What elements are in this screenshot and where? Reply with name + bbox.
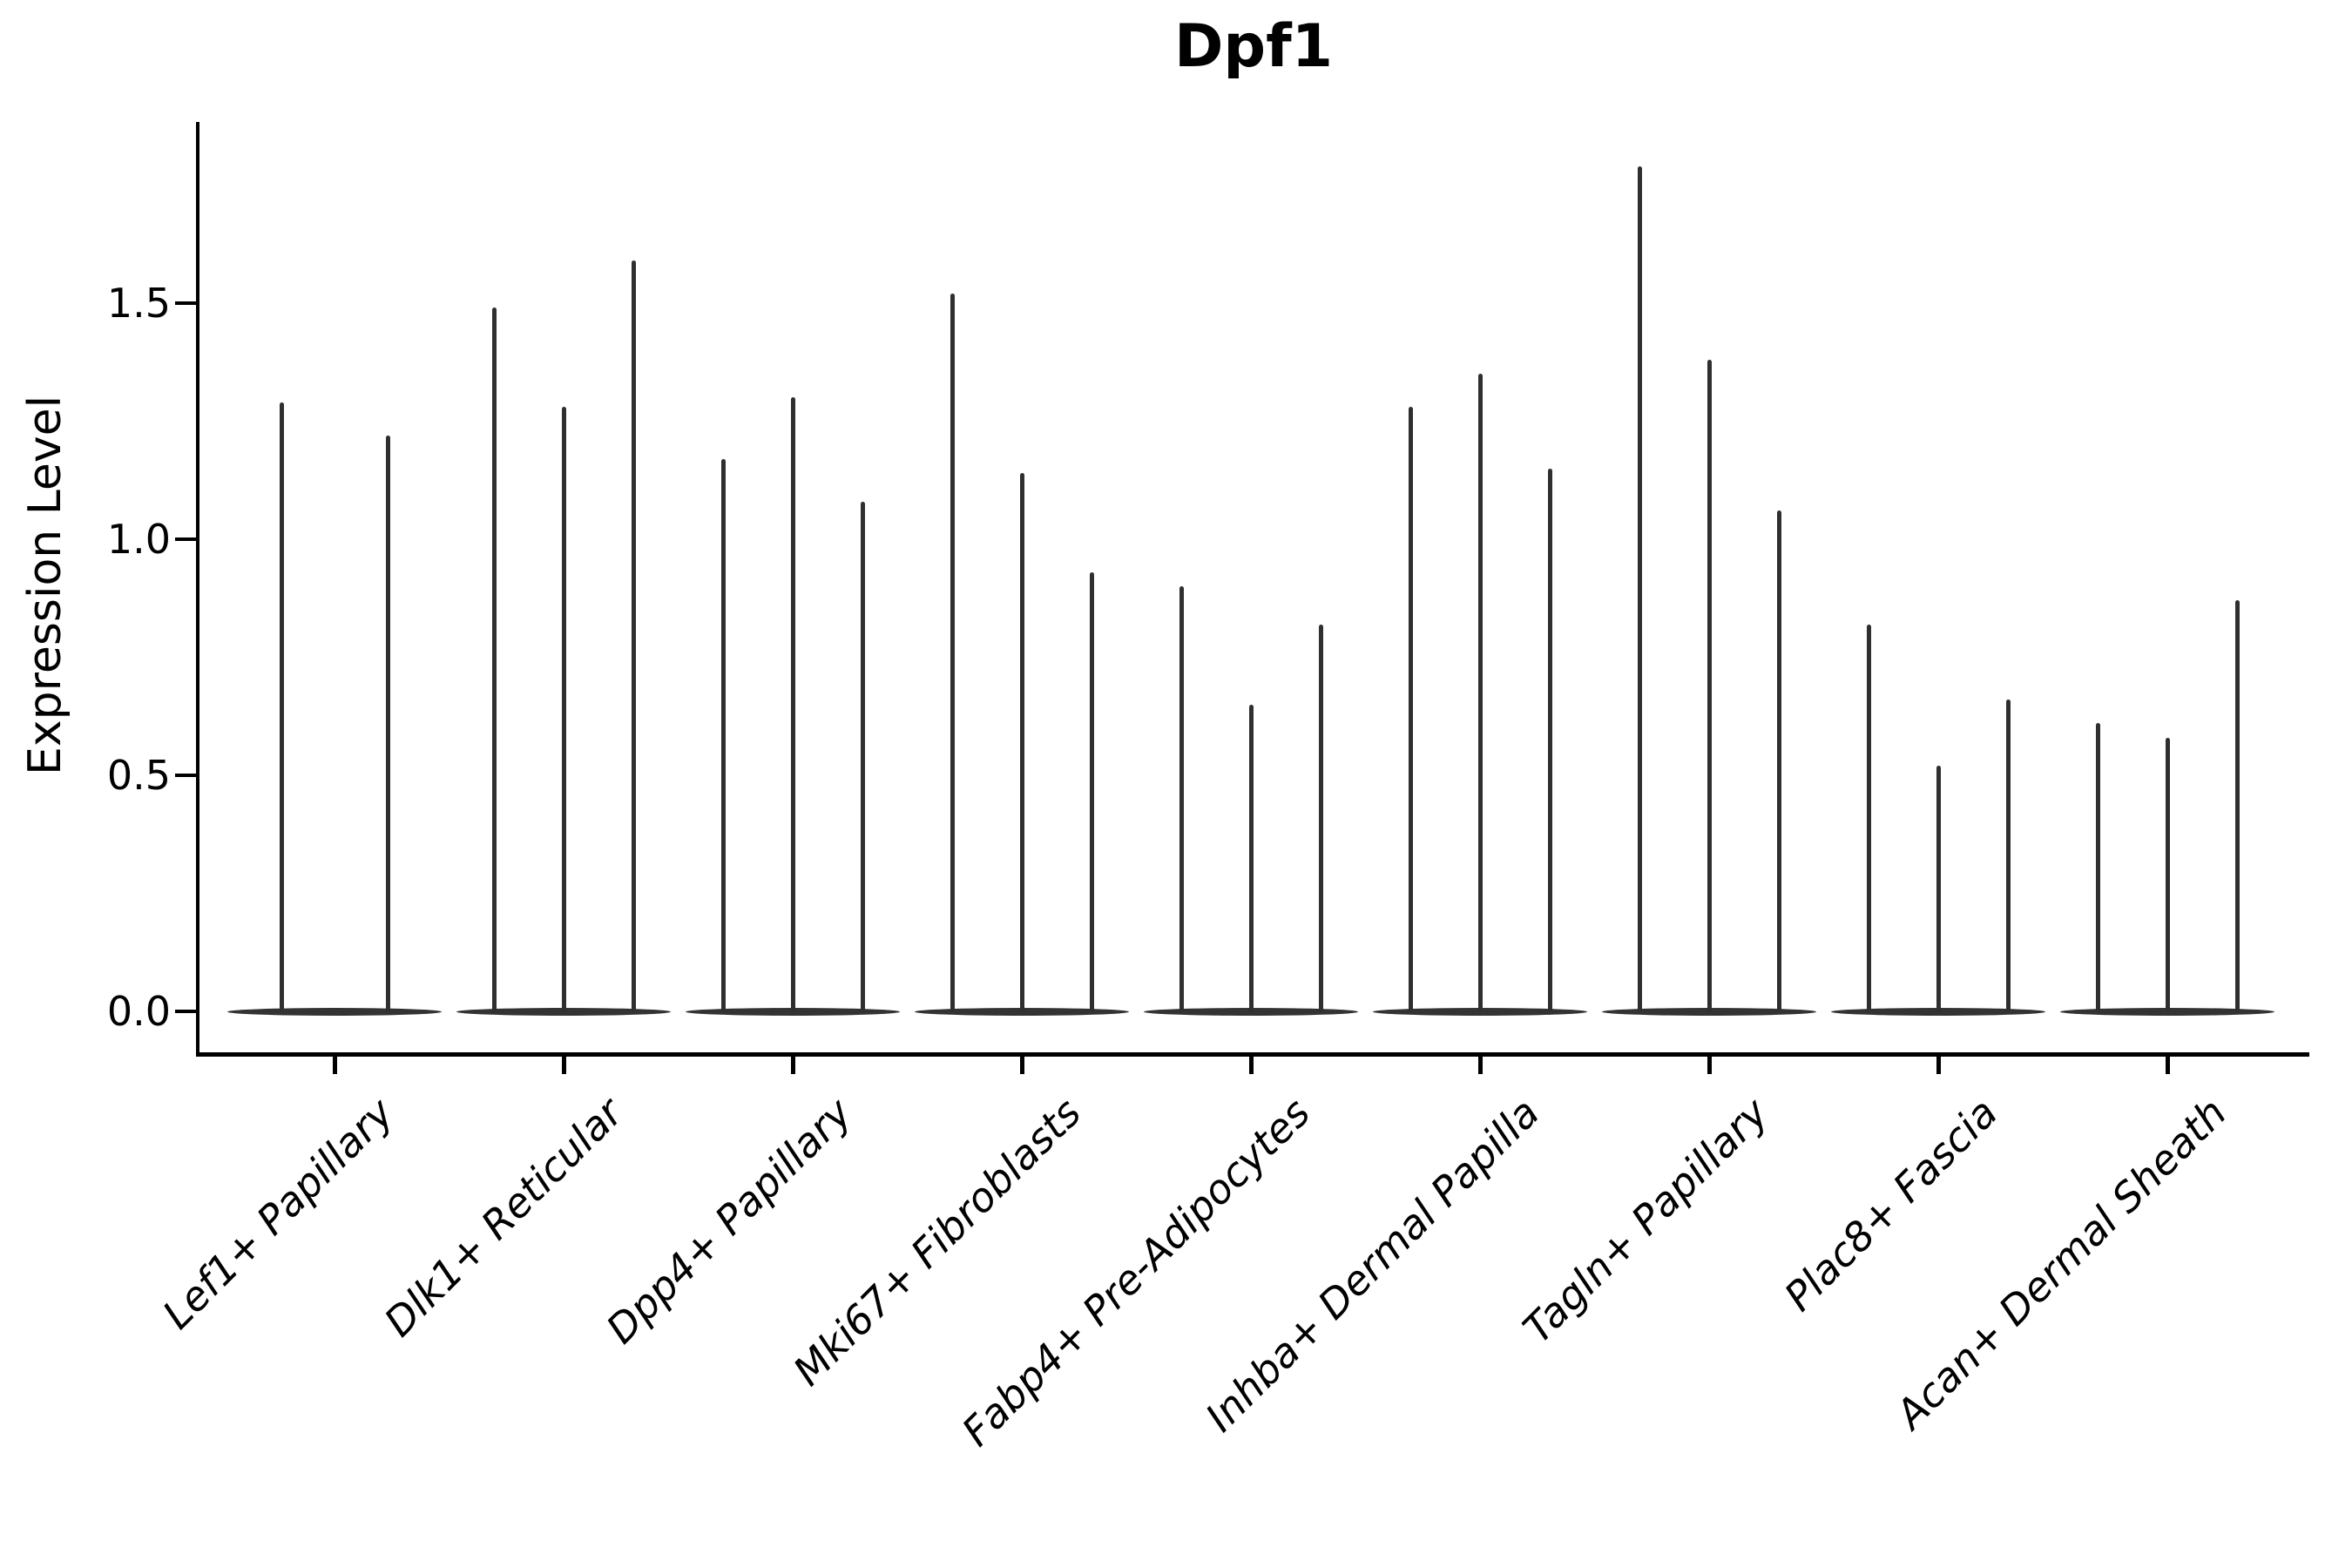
x-tick-label: Plac8+ Fascia xyxy=(1774,1089,2007,1321)
violin-spike xyxy=(491,308,497,1011)
violin-spike xyxy=(1408,407,1413,1011)
violin-spike xyxy=(1477,374,1483,1011)
violin-spike xyxy=(2165,737,2170,1011)
x-tick-mark xyxy=(333,1054,337,1074)
y-axis-spine xyxy=(196,122,199,1054)
violin-spike xyxy=(2095,723,2100,1011)
violin-base xyxy=(456,1007,671,1016)
chart-title: Dpf1 xyxy=(1173,12,1334,81)
violin-spike xyxy=(1776,510,1781,1011)
violin-spike xyxy=(1019,473,1024,1011)
violin-spike xyxy=(1637,166,1642,1011)
x-tick-mark xyxy=(1020,1054,1024,1074)
violin-spike xyxy=(1089,571,1094,1011)
violin-spike xyxy=(1179,586,1184,1011)
violin-spike xyxy=(860,501,865,1011)
violin-base xyxy=(1144,1007,1358,1016)
violin-spike xyxy=(2234,600,2240,1011)
violin-spike xyxy=(790,397,795,1011)
x-tick-mark xyxy=(1936,1054,1941,1074)
x-tick-label: Lef1+ Papillary xyxy=(153,1089,403,1338)
x-tick-mark xyxy=(1707,1054,1712,1074)
violin-spike xyxy=(279,402,284,1011)
violin-base xyxy=(1831,1007,2045,1016)
violin-spike xyxy=(2005,700,2011,1011)
x-tick-mark xyxy=(791,1054,795,1074)
violin-base xyxy=(1602,1007,1816,1016)
x-tick-label: Dpp4+ Papillary xyxy=(597,1089,862,1353)
y-tick-label: 1.5 xyxy=(106,280,171,327)
violin-spike xyxy=(1248,704,1254,1011)
violin-spike xyxy=(720,458,726,1011)
y-tick-mark xyxy=(175,301,196,305)
violin-spike xyxy=(385,435,390,1011)
x-tick-mark xyxy=(562,1054,566,1074)
violin-base xyxy=(915,1007,1129,1016)
violin-spike xyxy=(1547,468,1552,1011)
y-axis-label: Expression Level xyxy=(19,395,71,776)
violin-spike xyxy=(1866,624,1871,1011)
y-tick-label: 1.0 xyxy=(106,516,171,563)
violin-base xyxy=(2060,1007,2274,1016)
violin-spike xyxy=(561,407,566,1011)
y-tick-mark xyxy=(175,1010,196,1013)
y-tick-label: 0.5 xyxy=(106,752,171,799)
x-tick-mark xyxy=(1478,1054,1483,1074)
x-tick-label: Tagln+ Papillary xyxy=(1513,1089,1778,1353)
violin-base xyxy=(1373,1007,1587,1016)
y-tick-mark xyxy=(175,774,196,777)
y-tick-mark xyxy=(175,537,196,541)
violin-spike xyxy=(1707,360,1712,1011)
violin-spike xyxy=(631,260,636,1011)
violin-spike xyxy=(1936,766,1941,1011)
violin-spike xyxy=(1318,624,1323,1011)
violin-base xyxy=(686,1007,900,1016)
x-tick-mark xyxy=(2166,1054,2170,1074)
x-tick-mark xyxy=(1249,1054,1254,1074)
violin-spike xyxy=(950,294,955,1011)
x-tick-label: Dlk1+ Reticular xyxy=(375,1089,632,1346)
violin-base xyxy=(227,1007,442,1016)
y-tick-label: 0.0 xyxy=(106,988,171,1035)
